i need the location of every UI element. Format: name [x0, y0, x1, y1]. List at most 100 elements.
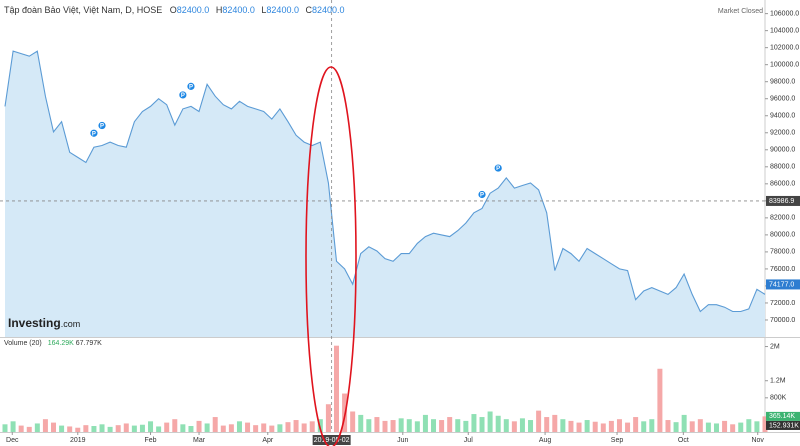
volume-bar	[592, 421, 598, 432]
volume-bar	[374, 417, 380, 432]
volume-bar	[350, 411, 356, 432]
volume-value-label: 365.14K	[769, 413, 795, 420]
volume-bar	[236, 421, 242, 432]
volume-bar	[59, 425, 65, 432]
volume-bar	[528, 420, 534, 432]
volume-bar	[325, 404, 331, 432]
ohlc-value: 82400.0	[176, 5, 210, 15]
volume-legend-value: 164.29K	[47, 340, 74, 347]
volume-bar	[681, 414, 687, 432]
volume-bar	[463, 420, 469, 432]
volume-bar	[431, 419, 437, 432]
volume-bar	[713, 423, 719, 432]
ohlc-key: L	[261, 5, 267, 15]
volume-legend: Volume (20) 164.29K 67.797K	[4, 340, 102, 347]
volume-bar	[34, 423, 40, 432]
volume-bar	[333, 345, 339, 432]
event-label: P	[496, 166, 500, 172]
logo-brand: Investing	[8, 316, 61, 330]
volume-value-label: 152.931K	[769, 422, 799, 429]
event-label: P	[181, 93, 185, 99]
volume-bar	[18, 425, 24, 432]
volume-bar	[552, 414, 558, 432]
ohlc-value: 82400.0	[222, 5, 255, 15]
volume-bar	[398, 418, 404, 432]
x-tick-label: Apr	[262, 437, 274, 444]
volume-bar	[641, 421, 647, 432]
volume-value-box	[766, 420, 800, 430]
y-tick-label: 86000.0	[770, 181, 795, 188]
volume-bar	[625, 422, 631, 432]
volume-bar	[196, 420, 202, 432]
y-tick-label: 80000.0	[770, 232, 795, 239]
logo: Investing.com	[8, 316, 80, 330]
event-label: P	[189, 84, 193, 90]
x-tick-label: Dec	[6, 437, 19, 444]
volume-bar	[673, 422, 679, 432]
volume-bar	[600, 423, 606, 432]
volume-bar	[511, 421, 517, 432]
volume-bar	[536, 410, 542, 432]
event-marker	[477, 190, 487, 199]
volume-bar	[10, 421, 16, 432]
volume-bar	[705, 422, 711, 432]
volume-bar	[180, 424, 186, 432]
market-status: Market Closed	[717, 8, 763, 15]
y-tick-label: 104000.0	[770, 27, 799, 34]
volume-bar	[277, 424, 283, 432]
x-tick-label: Mar	[193, 437, 206, 444]
volume-bar	[301, 423, 307, 432]
logo-suffix: .com	[60, 319, 81, 329]
x-tick-label: Oct	[678, 437, 689, 444]
volume-bar	[479, 417, 485, 432]
ohlc-key: O	[169, 5, 177, 15]
price-area	[5, 51, 765, 337]
volume-bar	[123, 423, 129, 432]
volume-bar	[228, 424, 234, 432]
volume-bar	[2, 424, 8, 432]
volume-bar	[584, 420, 590, 432]
y-tick-label: 96000.0	[770, 96, 795, 103]
volume-bar	[560, 419, 566, 432]
volume-bar	[285, 422, 291, 432]
volume-bar	[519, 418, 525, 432]
volume-bar	[608, 420, 614, 432]
volume-bar	[75, 427, 81, 432]
volume-bar	[91, 426, 97, 432]
crosshair-price-box	[766, 195, 800, 206]
volume-bar	[293, 420, 299, 432]
volume-bar	[455, 419, 461, 432]
y-tick-label: 100000.0	[770, 62, 799, 69]
volume-bar	[253, 425, 259, 432]
volume-bar	[390, 420, 396, 432]
volume-bar	[616, 419, 622, 432]
volume-bar	[42, 419, 48, 432]
volume-bar	[754, 421, 760, 432]
last-price-label: 74177.0	[769, 281, 794, 288]
title: Tập đoàn Bảo Việt, Việt Nam, D, HOSE	[4, 5, 163, 15]
volume-bar	[762, 416, 768, 432]
x-tick-label: Sep	[611, 437, 624, 444]
volume-bar	[148, 421, 154, 432]
volume-bar	[317, 419, 323, 432]
volume-bar	[657, 368, 663, 432]
volume-bar	[309, 421, 315, 432]
y-tick-label: 94000.0	[770, 113, 795, 120]
volume-bar	[131, 425, 137, 432]
volume-bar	[697, 419, 703, 432]
x-tick-label: 2019	[70, 437, 86, 444]
volume-bar	[269, 425, 275, 432]
ohlc-value: 82400.0	[311, 5, 345, 15]
volume-bar	[422, 414, 428, 432]
volume-bar	[99, 424, 105, 432]
y-tick-label: 76000.0	[770, 266, 795, 273]
volume-bar	[495, 415, 501, 432]
volume-bar	[245, 422, 251, 432]
volume-bar	[722, 420, 728, 432]
volume-bar	[746, 419, 752, 432]
volume-bar	[261, 423, 267, 432]
event-marker	[89, 128, 99, 138]
volume-bar	[204, 423, 210, 432]
event-marker	[493, 163, 503, 173]
